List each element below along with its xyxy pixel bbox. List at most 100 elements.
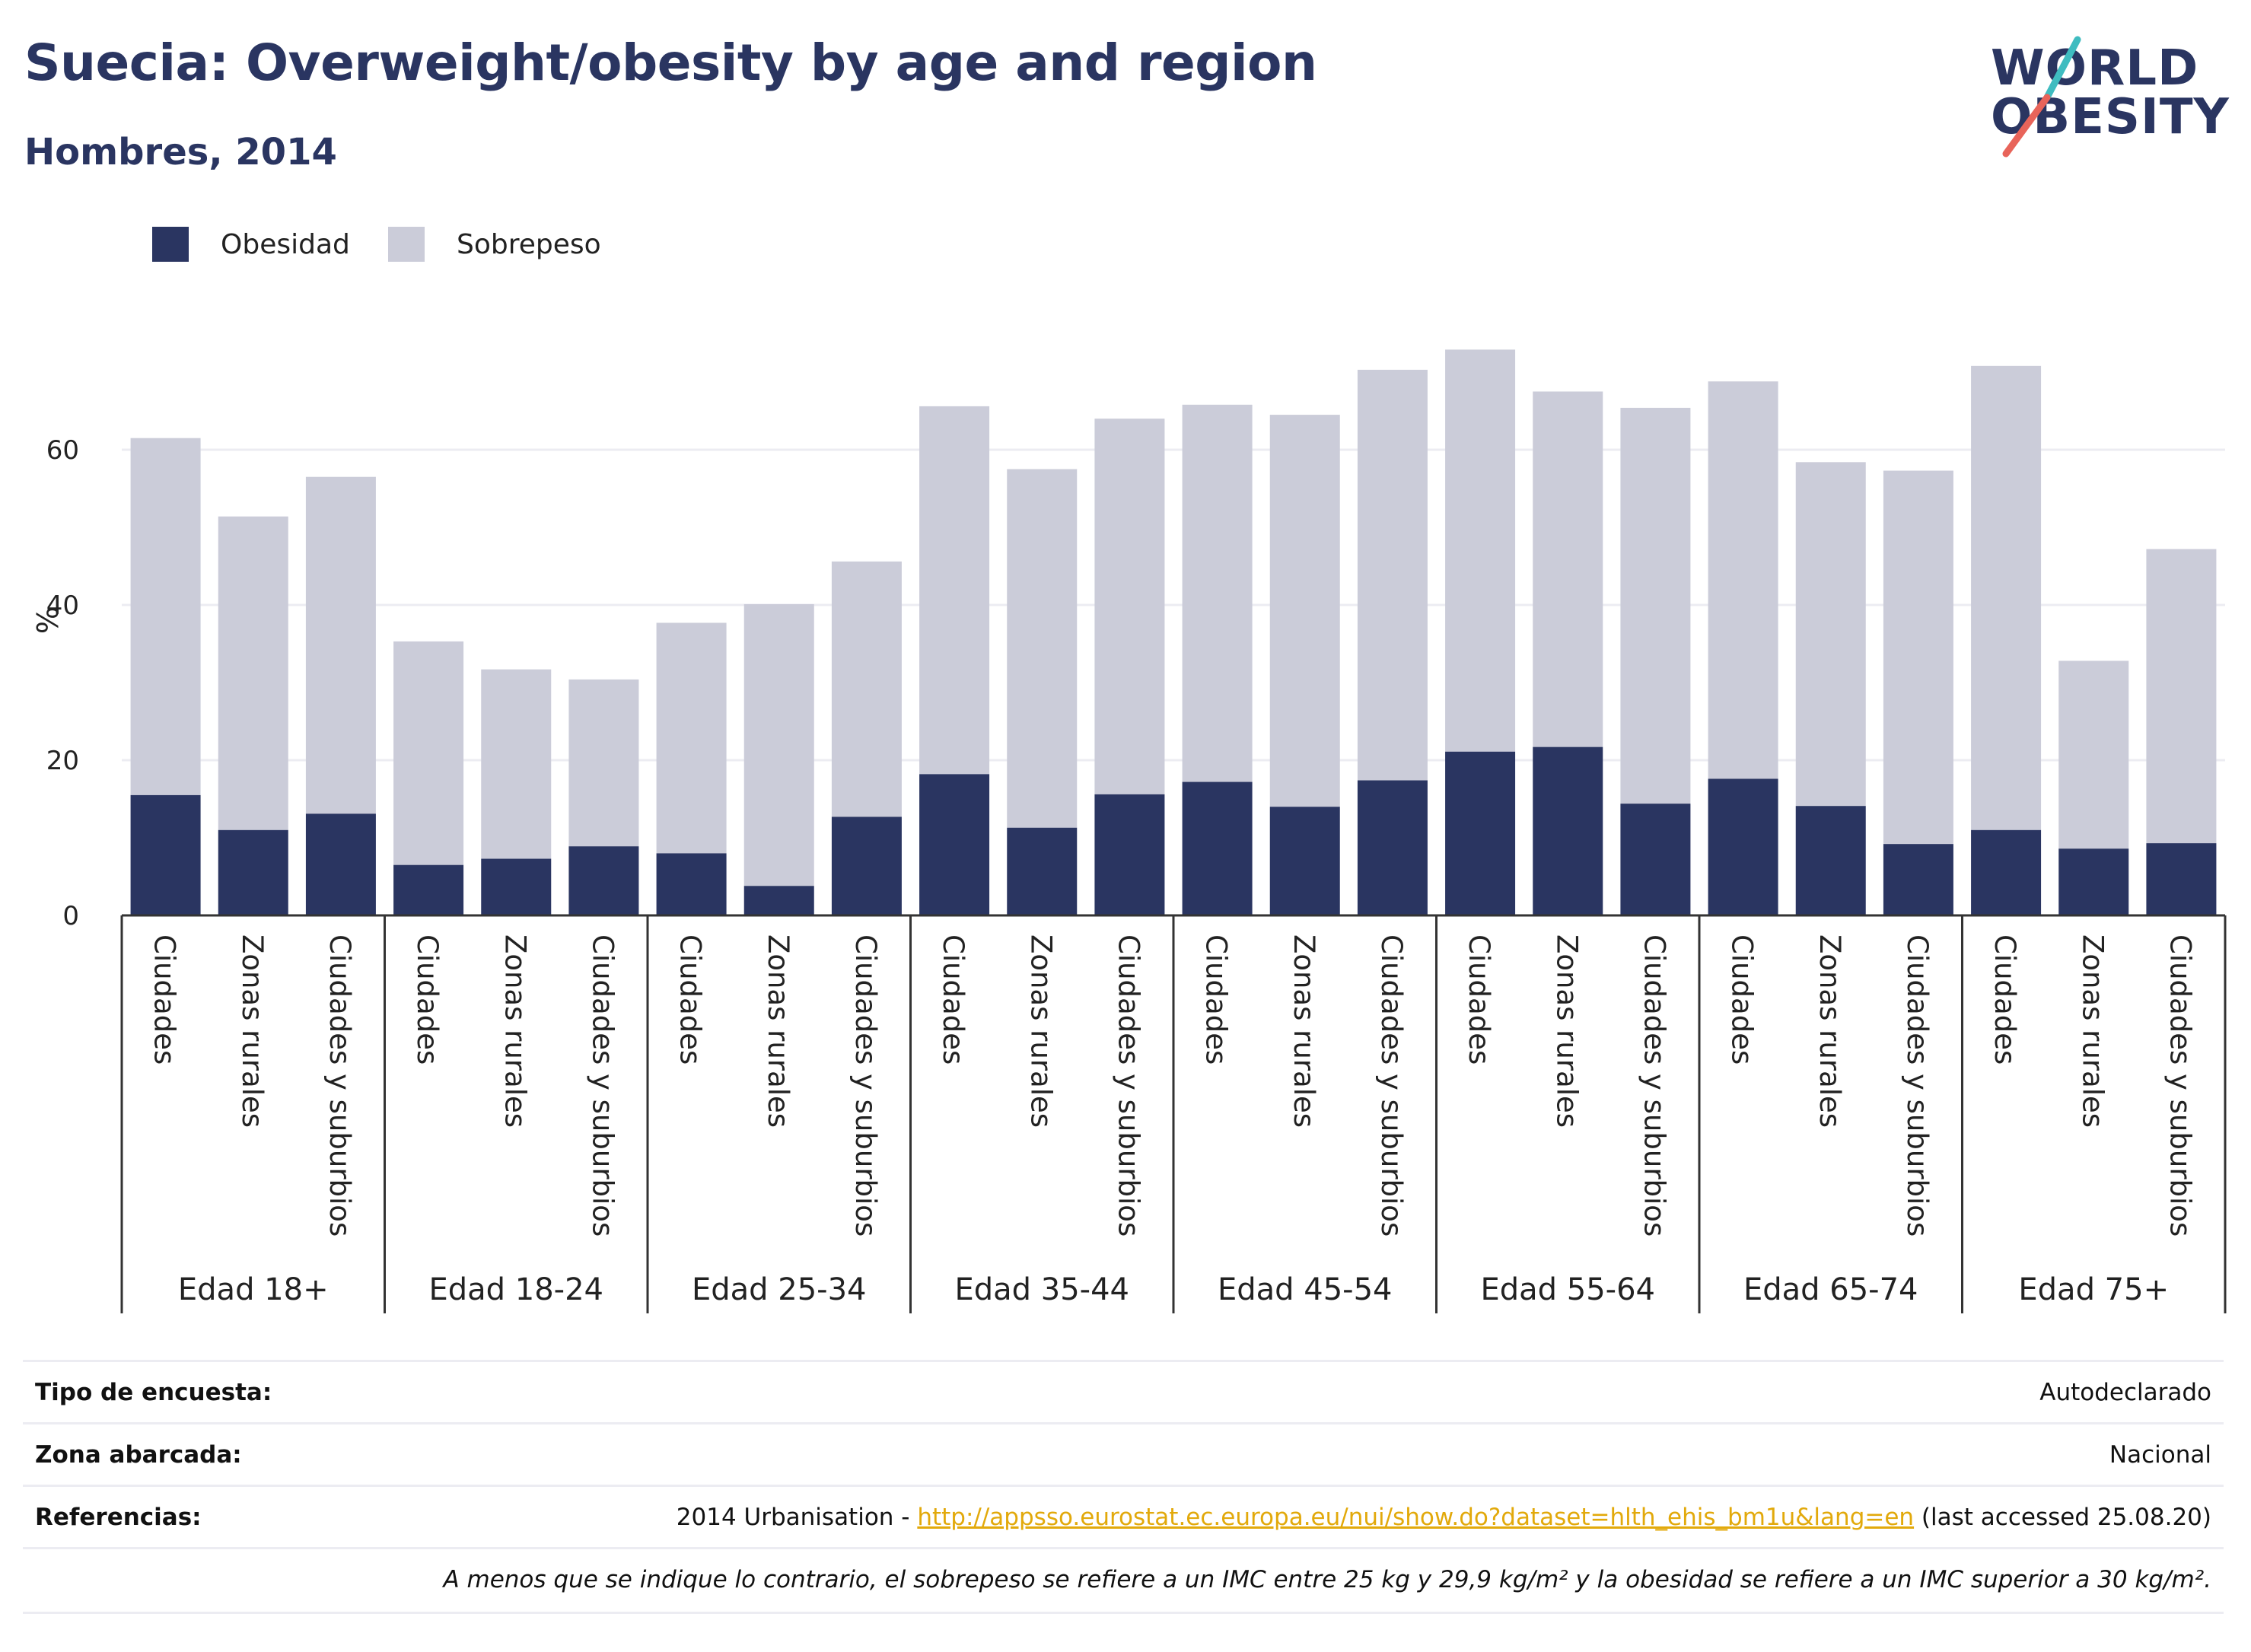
- obesity-bar: [130, 794, 201, 915]
- obesity-bar: [2058, 848, 2129, 915]
- x-tick-label: Ciudades: [1988, 934, 2021, 1065]
- overweight-bar: [1445, 349, 1516, 752]
- x-tick-label: Zonas rurales: [1288, 934, 1320, 1128]
- overweight-bar: [481, 669, 552, 859]
- x-tick-label: Ciudades y suburbios: [1375, 934, 1408, 1237]
- legend-label-overweight: Sobrepeso: [457, 228, 601, 260]
- obesity-bar: [1007, 827, 1078, 915]
- obesity-bar: [393, 864, 464, 915]
- overweight-bar: [1182, 404, 1253, 782]
- overweight-bar: [1708, 381, 1778, 779]
- x-tick-label: Ciudades: [674, 934, 707, 1065]
- overweight-bar: [1883, 470, 1953, 845]
- info-row-survey-type: Tipo de encuesta: Autodeclarado: [23, 1360, 2224, 1424]
- info-label-survey-type: Tipo de encuesta:: [35, 1379, 272, 1406]
- overweight-bar: [1357, 369, 1428, 781]
- x-tick-label: Ciudades y suburbios: [849, 934, 882, 1237]
- obesity-bar: [2146, 843, 2217, 915]
- overweight-bar: [1795, 462, 1866, 807]
- reference-prefix: 2014 Urbanisation -: [676, 1504, 918, 1531]
- x-tick-label: Ciudades y suburbios: [323, 934, 356, 1237]
- x-tick-label: Ciudades y suburbios: [1638, 934, 1670, 1237]
- x-tick-label: Ciudades: [937, 934, 969, 1065]
- overweight-bar: [568, 679, 639, 847]
- legend-swatch-obesity: [152, 227, 189, 262]
- chart-title: Suecia: Overweight/obesity by age and re…: [24, 33, 1317, 92]
- x-tick-label: Ciudades y suburbios: [2163, 934, 2196, 1237]
- y-tick-label: 60: [46, 435, 79, 466]
- obesity-bar: [1708, 778, 1778, 915]
- overweight-bar: [130, 438, 201, 795]
- info-value-coverage: Nacional: [2109, 1441, 2211, 1469]
- overweight-bar: [743, 603, 814, 886]
- x-tick-label: Zonas rurales: [1813, 934, 1846, 1128]
- obesity-bar: [1269, 807, 1340, 915]
- obesity-bar: [1445, 751, 1516, 915]
- group-label: Edad 55-64: [1480, 1272, 1655, 1307]
- info-row-references: Referencias: 2014 Urbanisation - http://…: [23, 1485, 2224, 1549]
- x-tick-label: Zonas rurales: [2076, 934, 2109, 1128]
- obesity-bar: [218, 829, 288, 915]
- overweight-bar: [2146, 549, 2217, 844]
- obesity-bar: [919, 774, 990, 915]
- overweight-bar: [1269, 415, 1340, 807]
- obesity-bar: [1182, 781, 1253, 915]
- overweight-bar: [305, 476, 376, 814]
- info-value-references: 2014 Urbanisation - http://appsso.eurost…: [677, 1504, 2211, 1531]
- x-tick-label: Ciudades: [1463, 934, 1495, 1065]
- x-tick-label: Ciudades y suburbios: [1112, 934, 1145, 1237]
- y-axis-label: %: [31, 606, 65, 634]
- x-tick-label: Zonas rurales: [236, 934, 269, 1128]
- y-tick-label: 0: [62, 901, 79, 931]
- group-label: Edad 18-24: [428, 1272, 603, 1307]
- world-obesity-logo: WORLD OBESITY: [1979, 29, 2230, 166]
- legend-item-overweight: Sobrepeso: [388, 227, 601, 262]
- info-label-coverage: Zona abarcada:: [35, 1441, 242, 1469]
- obesity-bar: [1795, 806, 1866, 915]
- obesity-bar: [831, 816, 902, 915]
- obesity-bar: [1971, 829, 2042, 915]
- bar-chart: 0 20 40 60% Ciudades Zonas rurales Ciudades y …: [31, 349, 2227, 1313]
- obesity-bar: [1620, 804, 1691, 915]
- obesity-bar: [568, 846, 639, 915]
- overweight-bar: [1971, 365, 2042, 830]
- x-tick-label: Zonas rurales: [1024, 934, 1057, 1128]
- overweight-bar: [919, 406, 990, 775]
- group-label: Edad 45-54: [1218, 1272, 1393, 1307]
- y-tick-label: 20: [46, 746, 79, 776]
- group-label: Edad 65-74: [1743, 1272, 1918, 1307]
- overweight-bar: [1620, 407, 1691, 804]
- group-label: Edad 18+: [178, 1272, 329, 1307]
- obesity-bar: [481, 858, 552, 915]
- x-tick-label: Ciudades: [1200, 934, 1233, 1065]
- overweight-bar: [1007, 469, 1078, 828]
- x-tick-label: Zonas rurales: [498, 934, 531, 1128]
- info-label-references: Referencias:: [35, 1504, 202, 1531]
- overweight-bar: [656, 622, 727, 854]
- x-tick-label: Zonas rurales: [762, 934, 794, 1128]
- overweight-bar: [218, 516, 288, 830]
- reference-link[interactable]: http://appsso.eurostat.ec.europa.eu/nui/…: [917, 1504, 1915, 1531]
- info-row-note: A menos que se indique lo contrario, el …: [23, 1547, 2224, 1614]
- overweight-bar: [2058, 660, 2129, 849]
- obesity-bar: [305, 813, 376, 915]
- definition-note: A menos que se indique lo contrario, el …: [443, 1566, 2211, 1593]
- group-label: Edad 75+: [2018, 1272, 2169, 1307]
- overweight-bar: [393, 641, 464, 865]
- reference-suffix: (last accessed 25.08.20): [1914, 1504, 2211, 1531]
- chart-subtitle: Hombres, 2014: [24, 131, 337, 173]
- overweight-bar: [831, 561, 902, 817]
- overweight-bar: [1533, 391, 1603, 747]
- x-tick-label: Ciudades y suburbios: [1901, 934, 1934, 1237]
- x-tick-label: Ciudades: [1726, 934, 1759, 1065]
- obesity-bar: [1357, 780, 1428, 915]
- obesity-bar: [1094, 794, 1165, 915]
- x-tick-label: Ciudades: [148, 934, 181, 1065]
- y-tick-label: 40: [46, 590, 79, 621]
- info-value-survey-type: Autodeclarado: [2039, 1379, 2211, 1406]
- obesity-bar: [1883, 844, 1953, 915]
- logo-slash-icon: [2002, 36, 2081, 158]
- group-label: Edad 35-44: [954, 1272, 1129, 1307]
- obesity-bar: [656, 853, 727, 915]
- logo-line-1: WORLD: [1991, 40, 2199, 97]
